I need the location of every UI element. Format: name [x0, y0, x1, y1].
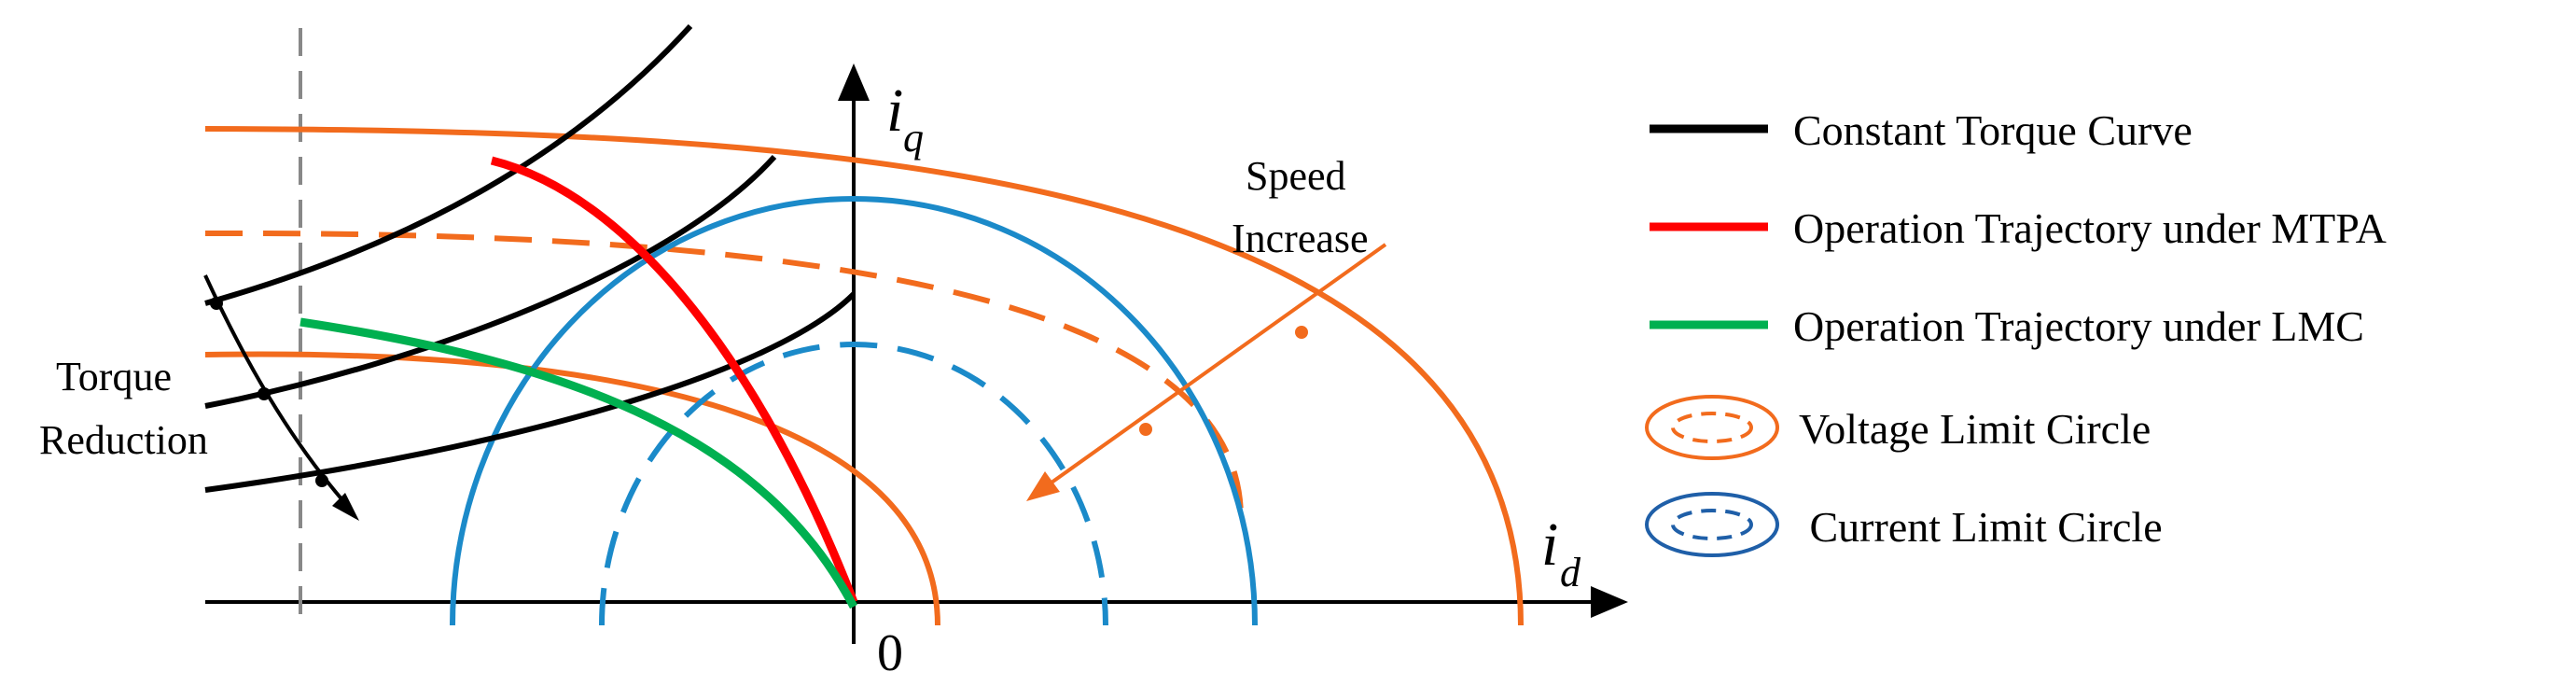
- mtpa-trajectory: [490, 156, 858, 604]
- x-axis-subscript: d: [1560, 550, 1581, 595]
- current-limit-circle-solid: [450, 196, 1258, 626]
- torque-point-1: [210, 297, 223, 310]
- voltage-limit-circle-small: [204, 351, 940, 626]
- legend-label-mtpa: Operation Trajectory under MTPA: [1793, 204, 2387, 252]
- torque-reduction-arrowhead: [332, 493, 359, 521]
- x-axis-label: i: [1541, 511, 1558, 579]
- torque-curve-high: [204, 23, 693, 306]
- torque-reduction-label-line1: Torque: [56, 354, 172, 399]
- torque-reduction-arrow: [203, 274, 359, 521]
- torque-reduction-label-line2: Reduction: [39, 417, 208, 463]
- speed-increase-arrow: [1026, 243, 1387, 501]
- speed-increase-label-line1: Speed: [1246, 153, 1346, 199]
- y-axis-arrowhead: [838, 63, 870, 101]
- y-axis-subscript: q: [903, 115, 924, 161]
- current-limit-circle-dashed: [599, 342, 1108, 626]
- axes: i q i d 0: [205, 63, 1628, 682]
- legend-label-current: Current Limit Circle: [1799, 503, 2163, 551]
- x-axis-arrowhead: [1591, 586, 1628, 618]
- torque-curve-mid: [204, 154, 777, 409]
- legend: Constant Torque Curve Operation Trajecto…: [1645, 106, 2387, 557]
- torque-point-3: [315, 474, 328, 487]
- voltage-limit-circles: [204, 126, 1524, 626]
- legend-swatch-voltage-inner: [1671, 412, 1753, 443]
- legend-swatch-current-outer: [1645, 492, 1779, 557]
- speed-increase-line: [1043, 243, 1387, 489]
- origin-label: 0: [877, 624, 903, 682]
- speed-point-1: [1295, 326, 1308, 339]
- torque-point-2: [258, 387, 271, 400]
- legend-swatch-current-inner: [1671, 509, 1753, 540]
- legend-label-voltage: Voltage Limit Circle: [1799, 405, 2151, 453]
- voltage-limit-circle-large: [204, 126, 1524, 626]
- y-axis-label: i: [886, 77, 903, 145]
- legend-swatch-voltage-outer: [1645, 395, 1779, 460]
- current-limit-circles: [450, 196, 1258, 626]
- speed-point-2: [1139, 423, 1152, 436]
- speed-increase-label-line2: Increase: [1232, 216, 1369, 261]
- legend-label-torque: Constant Torque Curve: [1793, 106, 2193, 154]
- lmc-trajectory: [299, 317, 857, 609]
- speed-increase-arrowhead: [1026, 471, 1060, 501]
- legend-label-lmc: Operation Trajectory under LMC: [1793, 302, 2364, 350]
